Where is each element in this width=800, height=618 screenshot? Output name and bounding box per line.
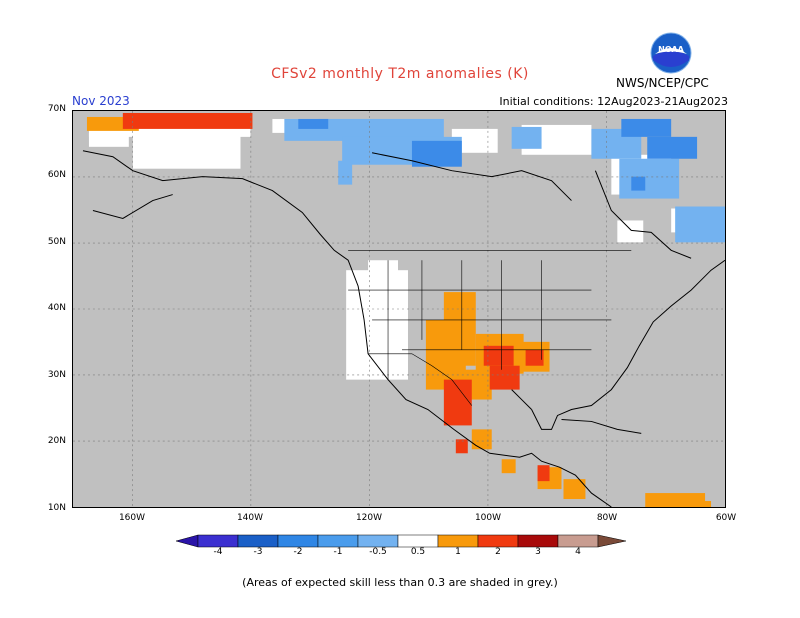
cold-anomaly-regions [284, 118, 725, 243]
anomaly-map [72, 110, 726, 508]
colorbar [176, 534, 626, 548]
agency-label: NWS/NCEP/CPC [616, 76, 709, 90]
colorbar-label: -3 [253, 547, 263, 557]
colorbar-label: -4 [213, 547, 223, 557]
graticule [73, 111, 725, 507]
colorbar-arrow-right [597, 534, 626, 548]
lat-label: 10N [47, 503, 66, 513]
initial-conditions: Initial conditions: 12Aug2023-21Aug2023 [499, 95, 728, 108]
colorbar-arrow-left [176, 534, 199, 548]
colorbar-swatch [437, 534, 479, 548]
lon-label: 160W [118, 513, 146, 523]
lon-label: 80W [596, 513, 618, 523]
lon-label: 120W [355, 513, 383, 523]
lat-label: 50N [47, 237, 66, 247]
colorbar-label: -2 [293, 547, 303, 557]
lat-label: 40N [47, 303, 66, 313]
colorbar-swatch [237, 534, 279, 548]
lat-label: 70N [47, 104, 66, 114]
lon-label: 60W [715, 513, 737, 523]
noaa-logo-text: NOAA [658, 45, 684, 54]
colorbar-swatch [197, 534, 239, 548]
forecast-period: Nov 2023 [72, 94, 130, 108]
colorbar-swatch [317, 534, 359, 548]
colorbar-swatch [557, 534, 599, 548]
colorbar-swatch [397, 534, 439, 548]
colorbar-label: 0.5 [410, 547, 426, 557]
colorbar-swatch [357, 534, 399, 548]
colorbar-swatch [517, 534, 559, 548]
lon-label: 140W [236, 513, 264, 523]
map-title: CFSv2 monthly T2m anomalies (K) [271, 66, 529, 82]
lat-label: 30N [47, 370, 66, 380]
strong-warm-regions [122, 112, 550, 482]
lat-label: 60N [47, 170, 66, 180]
lat-label: 20N [47, 436, 66, 446]
colorbar-label: 2 [495, 547, 501, 557]
colorbar-label: 1 [455, 547, 461, 557]
colorbar-label: 3 [535, 547, 541, 557]
colorbar-label: -1 [333, 547, 343, 557]
colorbar-label: 4 [575, 547, 581, 557]
colorbar-swatch [477, 534, 519, 548]
skill-footnote: (Areas of expected skill less than 0.3 a… [242, 576, 558, 589]
noaa-logo-icon: NOAA [650, 32, 692, 74]
political-borders [348, 249, 632, 406]
colorbar-label: -0.5 [369, 547, 387, 557]
lon-label: 100W [474, 513, 502, 523]
colorbar-swatch [277, 534, 319, 548]
